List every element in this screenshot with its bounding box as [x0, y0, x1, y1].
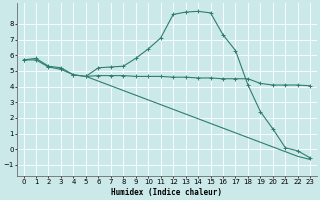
X-axis label: Humidex (Indice chaleur): Humidex (Indice chaleur) — [111, 188, 222, 197]
